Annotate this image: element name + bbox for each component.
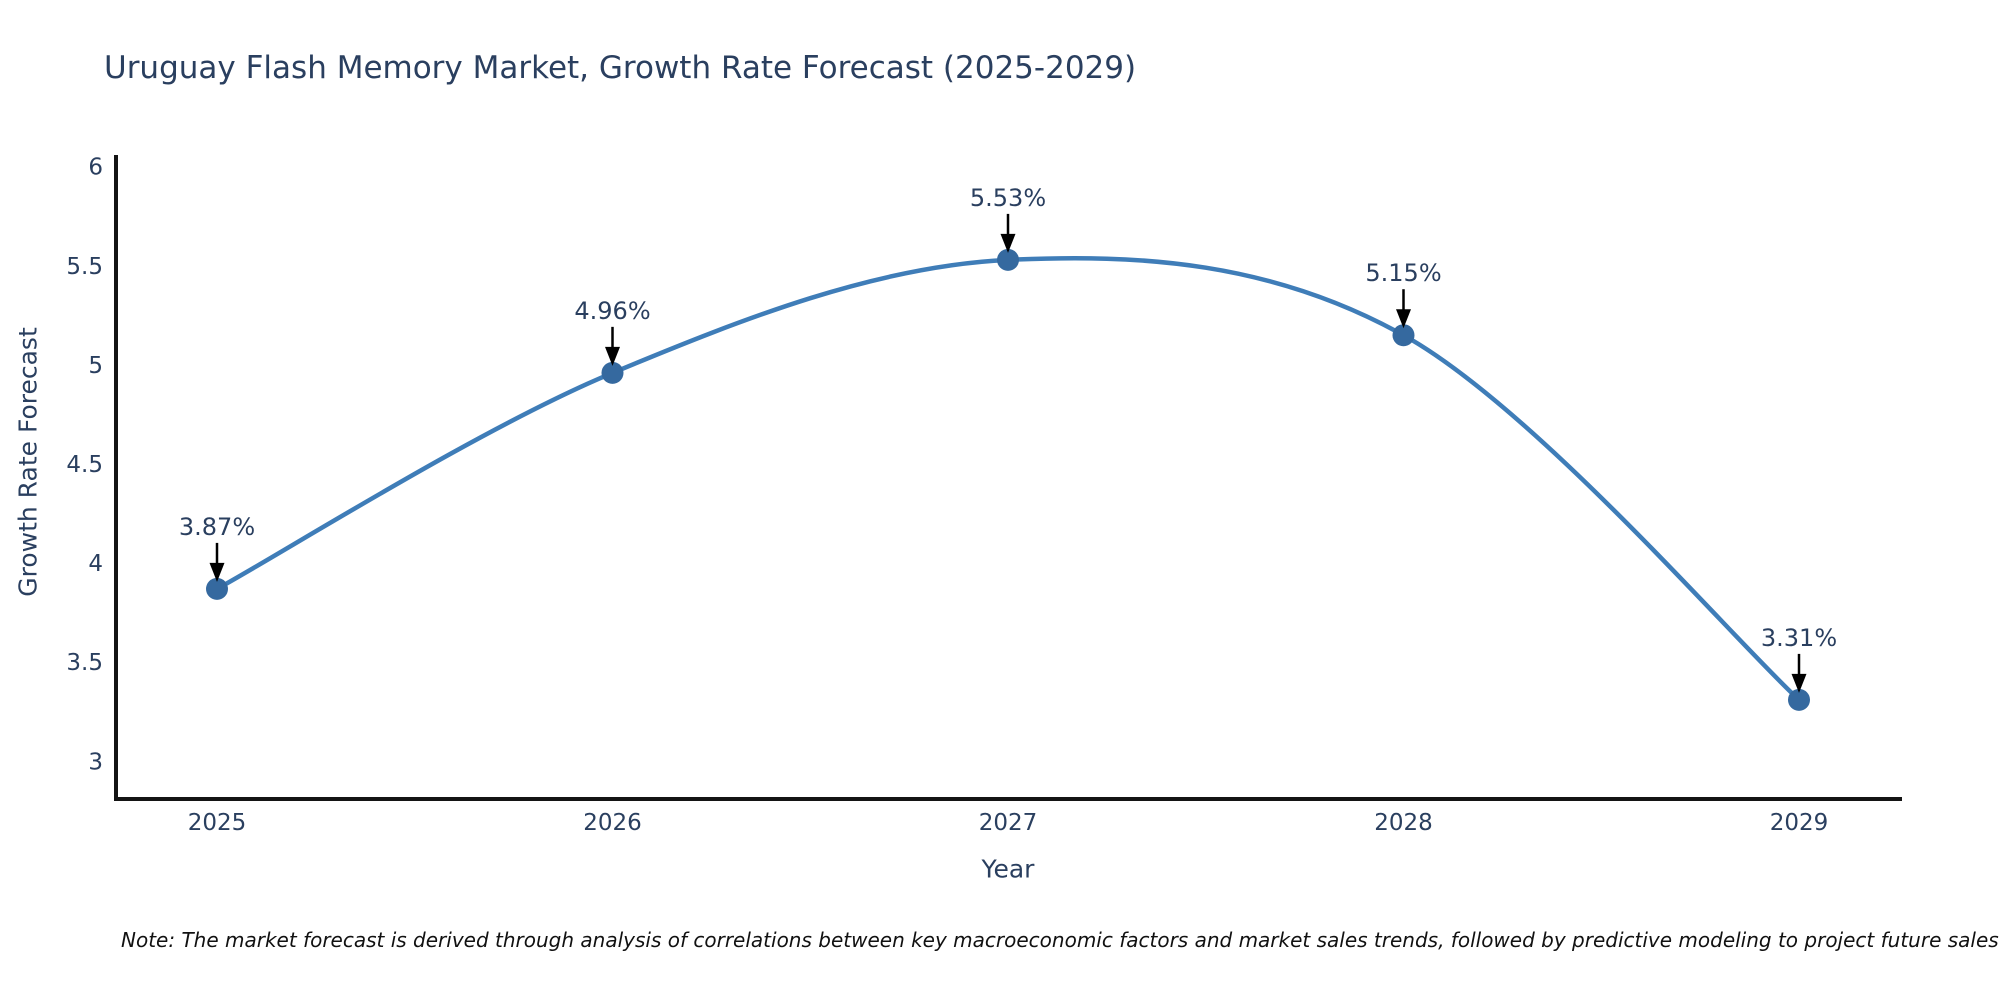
annotation-arrow-head bbox=[1791, 673, 1807, 693]
x-tick-label: 2027 bbox=[979, 810, 1038, 836]
y-tick-label: 6 bbox=[88, 155, 103, 181]
annotation-arrow-head bbox=[209, 562, 225, 582]
annotation-arrow-head bbox=[1000, 233, 1016, 253]
y-tick-label: 4.5 bbox=[66, 452, 103, 478]
annotation-arrow-head bbox=[605, 346, 620, 366]
x-tick-label: 2026 bbox=[583, 810, 642, 836]
x-axis-title: Year bbox=[981, 854, 1035, 884]
annotation-label: 4.96% bbox=[574, 297, 650, 325]
x-tick-label: 2025 bbox=[188, 810, 247, 836]
data-point-marker[interactable] bbox=[601, 361, 624, 384]
annotation-label: 3.87% bbox=[179, 513, 255, 541]
y-tick-label: 3 bbox=[88, 749, 103, 775]
data-point-marker[interactable] bbox=[1392, 324, 1415, 347]
data-point-marker[interactable] bbox=[1788, 688, 1810, 711]
annotation-label: 5.15% bbox=[1365, 259, 1441, 287]
y-tick-label: 5 bbox=[88, 353, 103, 379]
y-tick-label: 4 bbox=[88, 551, 103, 577]
data-point-marker[interactable] bbox=[206, 577, 228, 600]
y-axis-title: Growth Rate Forecast bbox=[13, 327, 43, 597]
x-tick-label: 2028 bbox=[1374, 810, 1433, 836]
y-tick-label: 3.5 bbox=[66, 650, 103, 676]
x-tick-label: 2029 bbox=[1770, 810, 1829, 836]
annotation-label: 3.31% bbox=[1761, 624, 1837, 652]
footnote: Note: The market forecast is derived thr… bbox=[121, 928, 1999, 952]
annotation-arrow-head bbox=[1396, 309, 1411, 329]
data-point-marker[interactable] bbox=[997, 248, 1019, 271]
annotation-label: 5.53% bbox=[970, 184, 1046, 212]
y-tick-label: 5.5 bbox=[66, 254, 103, 280]
trend-line bbox=[214, 255, 1802, 703]
chart-title: Uruguay Flash Memory Market, Growth Rate… bbox=[104, 50, 1137, 86]
